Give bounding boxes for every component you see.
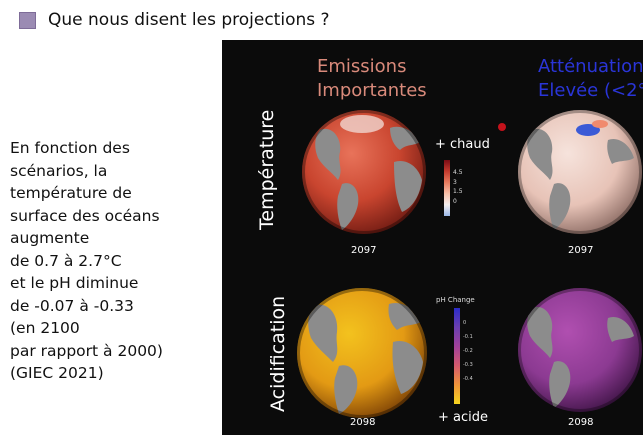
body-line: (en 2100 [10, 319, 80, 337]
body-line: En fonction des [10, 139, 130, 157]
temperature-colorbar [444, 160, 450, 216]
projection-figure: Emissions Importantes Atténuation Elevée… [222, 40, 643, 435]
tick-label: -0.3 [463, 362, 473, 368]
tick-label: -0.1 [463, 334, 473, 340]
body-line: de 0.7 à 2.7°C [10, 251, 122, 270]
globe-acidification-mitigation [518, 288, 642, 412]
heading-line: Importantes [317, 80, 427, 101]
year-label: 2098 [350, 417, 376, 428]
tick-label: 3 [453, 178, 457, 186]
heading-line: Elevée (<2°C [538, 80, 643, 101]
body-line: scénarios, la [10, 161, 108, 180]
ph-colorbar-ticks: 0 -0.1 -0.2 -0.3 -0.4 [463, 316, 473, 386]
body-line: de -0.07 à -0.33 [10, 296, 134, 315]
temperature-scale-label: + chaud [435, 137, 490, 152]
body-line: température de [10, 184, 132, 202]
body-line: par rapport à 2000) [10, 341, 163, 360]
globe-temperature-high-emissions [302, 110, 426, 234]
body-line: surface des océans [10, 206, 160, 225]
year-label: 2098 [568, 417, 594, 428]
body-line: et le pH diminue [10, 274, 139, 292]
tick-label: 0 [463, 320, 467, 326]
heading-line: Emissions [317, 56, 407, 77]
temperature-colorbar-ticks: 4.5 3 1.5 0 [453, 168, 463, 206]
red-dot-marker [498, 123, 506, 131]
year-label: 2097 [351, 245, 377, 256]
tick-label: -0.4 [463, 376, 473, 382]
year-label: 2097 [568, 245, 594, 256]
row-label-temperature: Température [256, 109, 278, 230]
slide-title-row: Que nous disent les projections ? [19, 7, 330, 33]
body-line: augmente [10, 229, 90, 247]
tick-label: 0 [453, 197, 457, 205]
tick-label: 1.5 [453, 188, 463, 195]
globe-acidification-high-emissions [297, 288, 427, 418]
scenario-high-heading: Emissions Importantes [317, 55, 427, 103]
scenario-low-heading: Atténuation Elevée (<2°C [538, 55, 643, 103]
body-line: (GIEC 2021) [10, 364, 104, 382]
acidification-scale-label: + acide [438, 410, 489, 425]
heading-line: Atténuation [538, 56, 643, 77]
ph-colorbar-title: pH Change [436, 296, 475, 304]
square-bullet-icon [19, 11, 36, 29]
tick-label: -0.2 [463, 348, 473, 354]
slide-title: Que nous disent les projections ? [48, 10, 330, 30]
row-label-acidification: Acidification [267, 295, 289, 412]
tick-label: 4.5 [453, 169, 463, 176]
ph-colorbar [454, 308, 460, 404]
body-text: En fonction des scénarios, la températur… [10, 137, 220, 385]
globe-temperature-mitigation [518, 110, 642, 234]
